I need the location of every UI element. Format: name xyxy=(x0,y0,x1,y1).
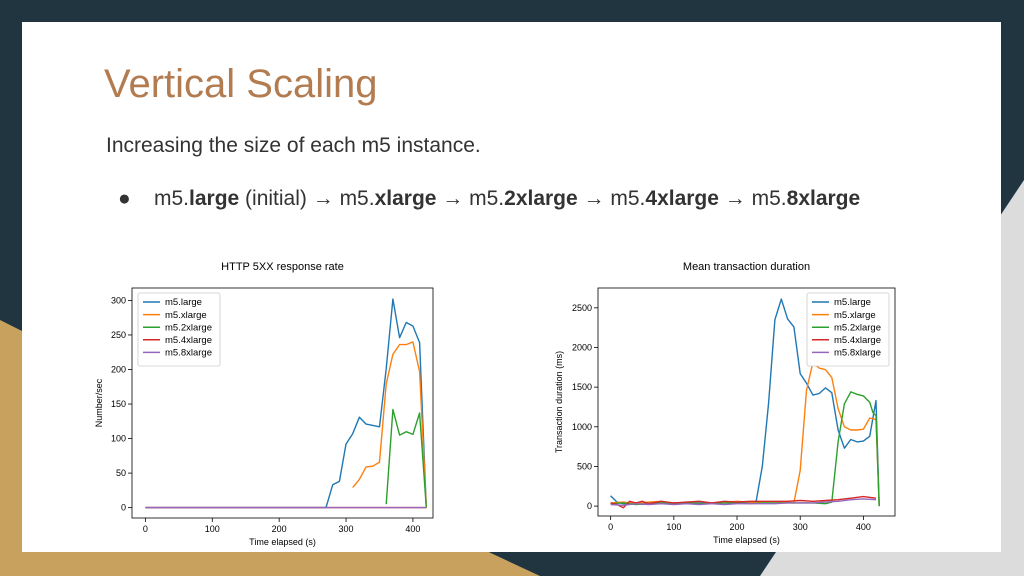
y-tick-label: 0 xyxy=(587,501,592,511)
y-tick-label: 200 xyxy=(111,365,126,375)
chart-http-5xx-svg: HTTP 5XX response rate 0 100 200 300 400 0 50 10… xyxy=(94,261,434,547)
x-tick-label: 200 xyxy=(272,524,287,534)
bullet-text-6: → m5. xyxy=(577,187,646,210)
bullet-text-9: 8xlarge xyxy=(786,187,861,210)
y-tick-label: 150 xyxy=(111,399,126,409)
y-tick-label: 500 xyxy=(577,461,592,471)
slide-title: Vertical Scaling xyxy=(104,62,378,106)
legend-entry: m5.4xlarge xyxy=(165,335,212,346)
y-tick-label: 2000 xyxy=(572,342,592,352)
legend-entry: m5.8xlarge xyxy=(165,348,212,359)
x-tick-label: 400 xyxy=(405,524,420,534)
x-tick-label: 100 xyxy=(205,524,220,534)
x-tick-label: 0 xyxy=(143,524,148,534)
bullet-text-8: → m5. xyxy=(718,187,787,210)
bullet-text-5: 2xlarge xyxy=(504,187,578,210)
bullet-marker: ● xyxy=(118,187,131,210)
bullet-text-0: m5. xyxy=(154,187,190,210)
y-tick-label: 100 xyxy=(111,434,126,444)
legend-entry: m5.large xyxy=(165,297,202,308)
legend-box xyxy=(806,292,890,367)
y-tick-label: 1000 xyxy=(572,422,592,432)
chart-http-5xx: HTTP 5XX response rate 0 100 200 300 400 0 50 10… xyxy=(92,250,442,550)
legend-entry: m5.xlarge xyxy=(834,310,876,321)
chart-title: Mean transaction duration xyxy=(683,261,810,273)
x-tick-label: 300 xyxy=(339,524,354,534)
bullet-text-4: → m5. xyxy=(436,187,505,210)
y-tick-label: 50 xyxy=(116,468,126,478)
bullet-text-1: large xyxy=(189,187,240,210)
slide-subtitle: Increasing the size of each m5 instance. xyxy=(106,134,481,157)
legend-entry: m5.2xlarge xyxy=(165,322,212,333)
x-tick-label: 0 xyxy=(608,522,613,532)
x-tick-label: 200 xyxy=(730,522,745,532)
bullet-text-2: (initial) → m5. xyxy=(239,187,375,210)
y-tick-label: 250 xyxy=(111,330,126,340)
plot-frame xyxy=(131,287,434,519)
legend-entry: m5.2xlarge xyxy=(834,322,881,333)
plot-frame xyxy=(597,287,896,517)
series-line-m5-large xyxy=(145,298,427,509)
chart-transaction-duration-svg: Mean transaction duration 0 100 200 300 400 0 5… xyxy=(554,261,896,545)
x-axis-label: Time elapsed (s) xyxy=(249,537,316,547)
chart-title: HTTP 5XX response rate xyxy=(221,261,344,273)
bullet-text-7: 4xlarge xyxy=(645,187,719,210)
x-tick-label: 100 xyxy=(666,522,681,532)
bullet-text-3: xlarge xyxy=(374,187,437,210)
y-axis-label: Number/sec xyxy=(94,378,104,427)
series-line-m5-2xlarge xyxy=(385,408,427,508)
chart-transaction-duration: Mean transaction duration 0 100 200 300 400 0 5… xyxy=(548,250,908,550)
x-tick-label: 400 xyxy=(856,522,871,532)
x-axis-label: Time elapsed (s) xyxy=(713,535,780,545)
legend-entry: m5.4xlarge xyxy=(834,335,881,346)
y-tick-label: 2500 xyxy=(572,303,592,313)
legend-box xyxy=(137,292,221,367)
y-axis-label: Transaction duration (ms) xyxy=(554,351,564,453)
series-line-m5-4xlarge xyxy=(610,495,877,509)
x-tick-label: 300 xyxy=(793,522,808,532)
y-tick-label: 0 xyxy=(121,503,126,513)
series-line-m5-8xlarge xyxy=(610,498,877,507)
y-tick-label: 300 xyxy=(111,295,126,305)
bullet-item: ● m5.large (initial) → m5.xlarge → m5.2xl… xyxy=(118,187,860,211)
legend-entry: m5.large xyxy=(834,297,871,308)
legend-entry: m5.8xlarge xyxy=(834,348,881,359)
y-tick-label: 1500 xyxy=(572,382,592,392)
legend-entry: m5.xlarge xyxy=(165,310,207,321)
slide: Vertical Scaling Increasing the size of … xyxy=(22,22,1001,552)
series-line-m5-xlarge xyxy=(352,341,427,508)
